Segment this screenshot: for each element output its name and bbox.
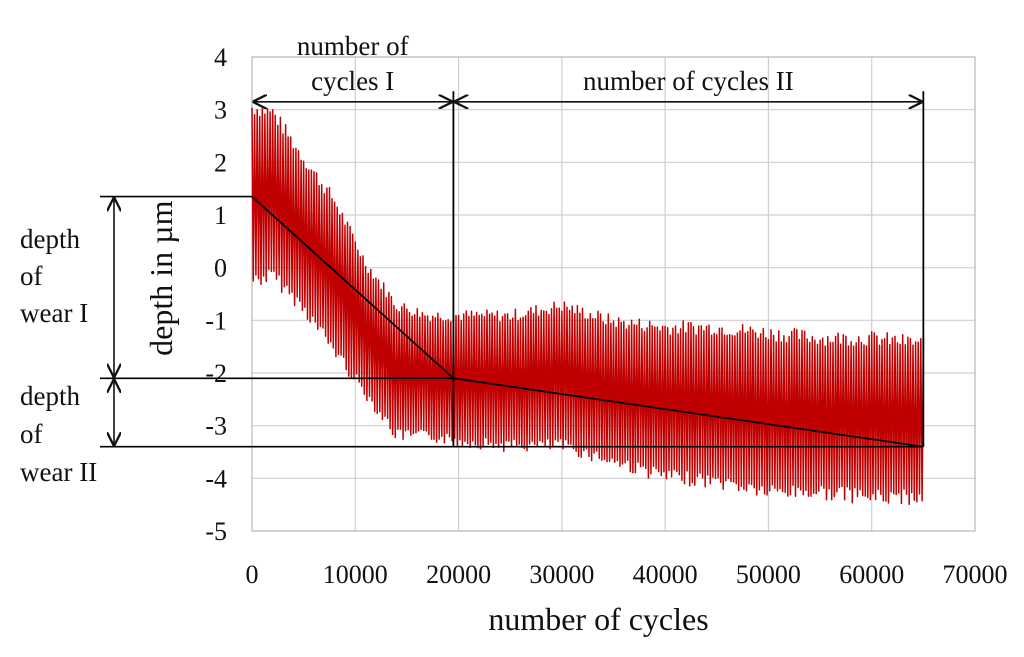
cycles-I-label-line1: number of <box>297 31 409 61</box>
y-tick-label: -3 <box>205 412 227 441</box>
y-tick-label: -2 <box>205 359 227 388</box>
y-tick-label: -5 <box>205 517 227 546</box>
cycles-I-label-line2: cycles I <box>311 66 394 96</box>
depth-I-label-line2: of <box>20 261 43 291</box>
y-tick-label: 0 <box>214 254 227 283</box>
x-tick-label: 60000 <box>839 560 904 589</box>
x-tick-label: 50000 <box>736 560 801 589</box>
y-tick-label: -1 <box>205 306 227 335</box>
x-tick-label: 40000 <box>633 560 698 589</box>
y-tick-label: 3 <box>214 96 227 125</box>
annotations: number of cycles I number of cycles II d… <box>20 31 794 487</box>
x-tick-label: 10000 <box>323 560 388 589</box>
x-axis-title: number of cycles <box>488 601 708 637</box>
depth-I-label-line3: wear I <box>20 298 88 328</box>
depth-II-label-line1: depth <box>20 381 80 411</box>
measured-depth-series <box>251 107 925 506</box>
x-tick-label: 20000 <box>426 560 491 589</box>
y-tick-labels: 4 3 2 1 0 -1 -2 -3 -4 -5 <box>205 43 227 546</box>
depth-II-label-line3: wear II <box>20 457 97 487</box>
x-tick-label: 70000 <box>943 560 1008 589</box>
x-tick-label: 0 <box>246 560 259 589</box>
x-tick-label: 30000 <box>529 560 594 589</box>
wear-trend-lines <box>100 91 925 448</box>
depth-II-label-line2: of <box>20 419 43 449</box>
depth-I-label-line1: depth <box>20 224 80 254</box>
y-tick-label: -4 <box>205 464 227 493</box>
y-tick-label: 1 <box>214 201 227 230</box>
plot-area-frame <box>251 56 976 532</box>
cycles-II-label: number of cycles II <box>583 66 794 96</box>
x-tick-labels: 0 10000 20000 30000 40000 50000 60000 70000 <box>246 560 1008 589</box>
y-tick-label: 2 <box>214 148 227 177</box>
y-axis-title: depth in µm <box>143 200 179 355</box>
y-tick-label: 4 <box>214 43 227 72</box>
